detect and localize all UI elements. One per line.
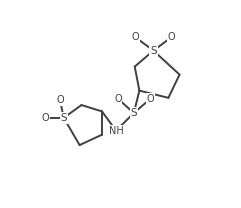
- Text: O: O: [132, 32, 140, 42]
- Text: S: S: [130, 108, 137, 118]
- Text: O: O: [167, 32, 175, 42]
- Text: S: S: [60, 113, 67, 123]
- Text: O: O: [114, 94, 122, 104]
- Text: O: O: [41, 113, 49, 123]
- Text: O: O: [56, 95, 64, 105]
- Text: O: O: [147, 94, 154, 104]
- Text: S: S: [150, 46, 157, 56]
- Text: NH: NH: [109, 126, 123, 136]
